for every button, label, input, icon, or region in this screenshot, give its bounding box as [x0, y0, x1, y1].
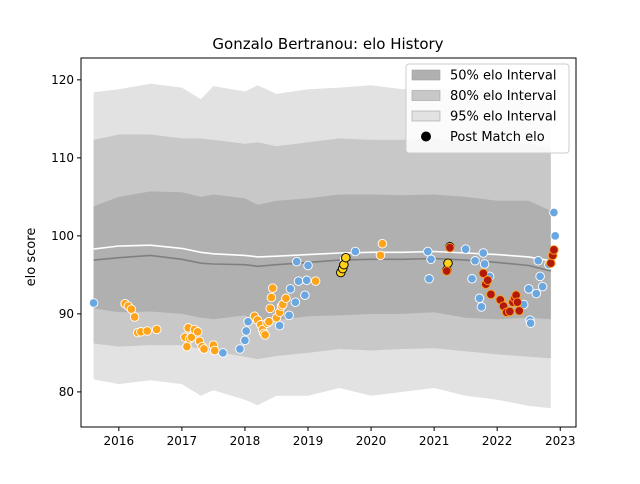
data-point: [274, 320, 285, 331]
x-tick-label: 2016: [104, 434, 135, 448]
legend-label: 95% elo Interval: [450, 110, 557, 125]
x-tick-label: 2020: [356, 434, 387, 448]
data-point: [291, 256, 302, 267]
data-point: [218, 348, 228, 358]
data-point: [266, 292, 277, 303]
data-point: [531, 288, 542, 299]
data-point: [241, 326, 251, 336]
x-tick-label: 2021: [419, 434, 450, 448]
data-point: [182, 341, 192, 352]
data-point: [479, 259, 490, 269]
data-point: [240, 335, 250, 346]
data-point: [235, 344, 245, 354]
legend: 50% elo Interval 80% elo Interval 95% elo …: [405, 63, 570, 154]
data-point: [300, 290, 310, 300]
data-point: [525, 318, 536, 328]
data-point: [264, 316, 274, 327]
y-tick-label: 120: [51, 73, 74, 87]
data-point: [514, 306, 524, 316]
data-point: [375, 250, 386, 261]
legend-label: Post Match elo: [450, 130, 545, 145]
y-tick-label: 90: [59, 307, 74, 321]
data-point: [426, 254, 436, 265]
data-point: [476, 302, 487, 312]
data-point: [486, 289, 496, 300]
legend-box: [405, 63, 570, 154]
data-point: [260, 330, 270, 340]
data-point: [377, 238, 388, 249]
post-match-points: [88, 207, 560, 358]
data-point: [474, 293, 485, 304]
data-point: [467, 274, 477, 284]
data-point: [303, 260, 313, 271]
data-point: [142, 326, 152, 336]
mean-line-white: [93, 244, 551, 262]
data-point: [478, 248, 489, 258]
x-axis-ticks: 2016 2017 2018 2019 2020 2021 2022 2023: [104, 427, 576, 448]
data-point: [284, 310, 294, 321]
legend-swatch: [411, 69, 441, 81]
data-point: [192, 327, 203, 337]
data-point: [350, 246, 361, 257]
data-point: [537, 281, 548, 292]
legend-swatch: [411, 90, 441, 101]
data-point: [199, 344, 209, 354]
data-point: [423, 246, 433, 257]
data-point: [310, 276, 321, 286]
data-point: [482, 275, 493, 286]
data-point: [478, 268, 489, 279]
data-point: [243, 316, 253, 327]
data-point: [129, 312, 140, 322]
legend-swatch: [411, 110, 441, 122]
data-point: [301, 275, 312, 286]
data-point: [445, 242, 455, 253]
data-point: [285, 284, 296, 294]
x-tick-label: 2019: [293, 434, 324, 448]
x-tick-label: 2018: [230, 434, 261, 448]
data-point: [281, 293, 291, 304]
data-point: [443, 258, 453, 268]
x-tick-label: 2023: [545, 434, 576, 448]
data-point: [441, 266, 452, 276]
data-point: [470, 256, 480, 266]
data-point: [209, 345, 220, 356]
y-tick-label: 80: [59, 385, 74, 399]
data-point: [290, 297, 301, 307]
legend-marker: [421, 131, 431, 142]
legend-label: 50% elo Interval: [450, 69, 557, 84]
data-point: [535, 271, 545, 282]
y-tick-label: 100: [51, 229, 74, 243]
data-point: [88, 298, 99, 308]
data-point: [293, 276, 304, 286]
plot-frame: [80, 57, 577, 428]
legend-label: 80% elo Interval: [450, 89, 557, 104]
data-point: [549, 207, 559, 218]
y-tick-label: 110: [51, 151, 74, 165]
x-tick-label: 2022: [482, 434, 513, 448]
data-point: [151, 324, 162, 335]
band-50: [93, 191, 551, 322]
y-axis-ticks: 80 90 100 110 120: [51, 73, 81, 399]
data-point: [546, 258, 556, 268]
data-point: [505, 306, 515, 317]
data-point: [533, 256, 543, 266]
data-point: [267, 283, 278, 293]
x-tick-label: 2017: [167, 434, 198, 448]
data-point: [126, 304, 137, 314]
data-point: [460, 244, 471, 254]
data-point: [512, 297, 523, 307]
y-axis-label: elo score: [24, 228, 39, 287]
data-point: [550, 231, 560, 241]
interval-bands: [93, 83, 551, 409]
data-point: [523, 284, 534, 294]
data-point: [424, 274, 434, 284]
data-point: [341, 252, 351, 263]
data-point: [265, 303, 275, 314]
chart-title: Gonzalo Bertranou: elo History: [212, 35, 443, 53]
data-point: [549, 245, 559, 255]
